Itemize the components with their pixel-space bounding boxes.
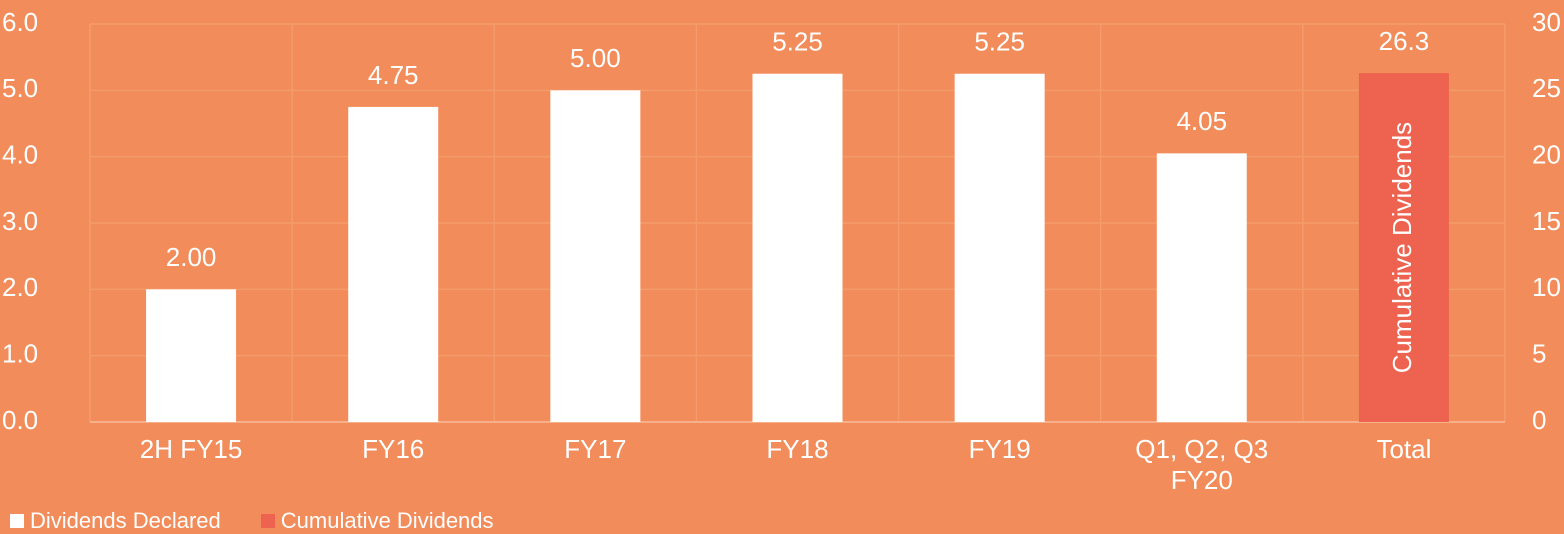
legend-label: Dividends Declared <box>30 508 221 533</box>
y2-tick-label: 5 <box>1532 339 1546 369</box>
y-tick-label: 6.0 <box>2 7 38 37</box>
y2-tick-label: 0 <box>1532 405 1546 435</box>
data-label: 5.25 <box>772 27 823 57</box>
bar <box>752 73 843 422</box>
y-tick-label: 5.0 <box>2 73 38 103</box>
bar <box>1156 153 1247 422</box>
y-tick-label: 1.0 <box>2 339 38 369</box>
data-label: 26.3 <box>1379 26 1430 56</box>
bar <box>954 73 1045 422</box>
x-tick-label: FY18 <box>766 434 829 464</box>
y-tick-label: 4.0 <box>2 140 38 170</box>
data-label: 2.00 <box>166 242 217 272</box>
data-label: 5.00 <box>570 43 621 73</box>
x-tick-label: FY17 <box>564 434 627 464</box>
y-tick-label: 0.0 <box>2 405 38 435</box>
legend-swatch <box>260 514 275 528</box>
legend-item: Dividends Declared <box>10 508 221 534</box>
y2-tick-label: 15 <box>1532 206 1561 236</box>
x-tick-label: Total <box>1376 434 1432 464</box>
bar <box>1358 73 1449 422</box>
data-label: 5.25 <box>974 27 1025 57</box>
x-tick-label: Q1, Q2, Q3 FY20 <box>1135 434 1269 495</box>
y2-tick-label: 30 <box>1532 7 1561 37</box>
legend: Dividends Declared Cumulative Dividends <box>10 508 494 534</box>
bar <box>146 289 237 422</box>
legend-label: Cumulative Dividends <box>280 508 494 533</box>
y2-tick-label: 20 <box>1532 140 1561 170</box>
legend-swatch <box>10 514 24 528</box>
y2-tick-label: 10 <box>1532 272 1561 302</box>
data-label: 4.05 <box>1176 106 1227 136</box>
x-tick-label: FY16 <box>362 434 425 464</box>
data-label: 4.75 <box>368 60 419 90</box>
x-tick-label: 2H FY15 <box>139 434 243 464</box>
legend-item: Cumulative Dividends <box>260 508 494 534</box>
bar <box>550 90 641 422</box>
y2-tick-label: 25 <box>1532 73 1561 103</box>
bar-series-label: Cumulative Dividends <box>1387 122 1417 373</box>
x-tick-label: FY19 <box>968 434 1031 464</box>
y-tick-label: 2.0 <box>2 272 38 302</box>
bar <box>348 106 439 423</box>
y-tick-label: 3.0 <box>2 206 38 236</box>
